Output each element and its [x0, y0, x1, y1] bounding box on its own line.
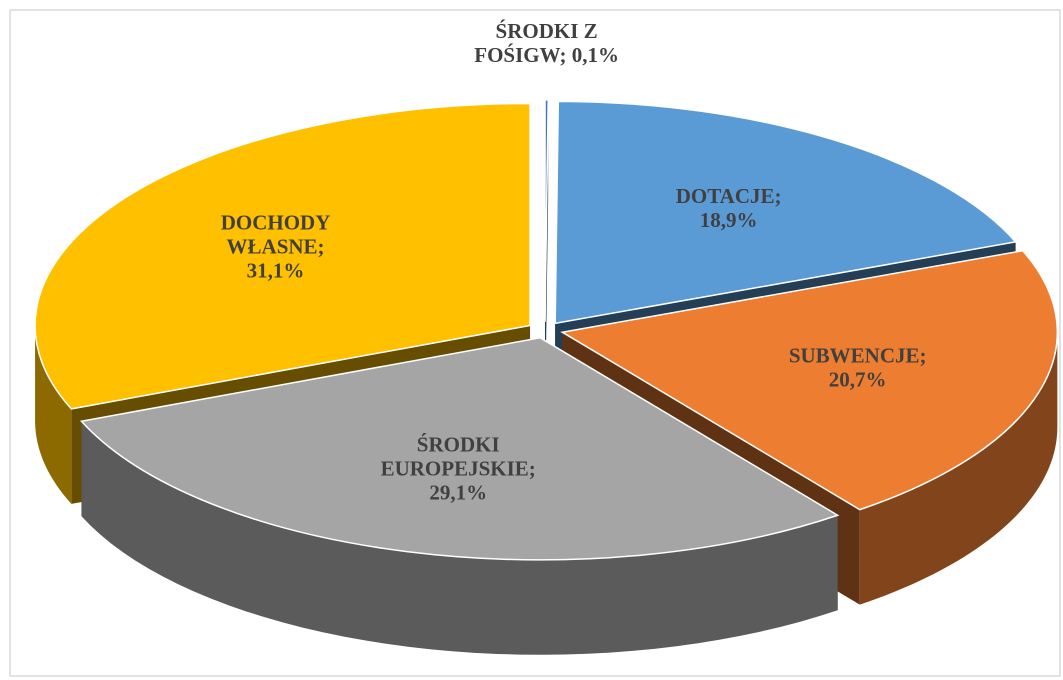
data-label: ŚRODKI EUROPEJSKIE; 29,1%: [381, 432, 536, 504]
pie-slice: [80, 337, 840, 561]
pie-slice: [554, 100, 1018, 325]
slice-side: [35, 325, 72, 504]
pie-slice: [560, 249, 1059, 511]
pie-slice: [544, 99, 549, 322]
slice-side: [81, 421, 838, 655]
data-label: DOTACJE; 18,9%: [676, 184, 782, 232]
data-label: ŚRODKI Z FOŚIGW; 0,1%: [474, 19, 619, 67]
pie-slice: [34, 102, 531, 410]
slice-side: [859, 332, 1058, 605]
data-label: DOCHODY WŁASNE; 31,1%: [221, 210, 331, 282]
data-label: SUBWENCJE; 20,7%: [789, 343, 927, 391]
